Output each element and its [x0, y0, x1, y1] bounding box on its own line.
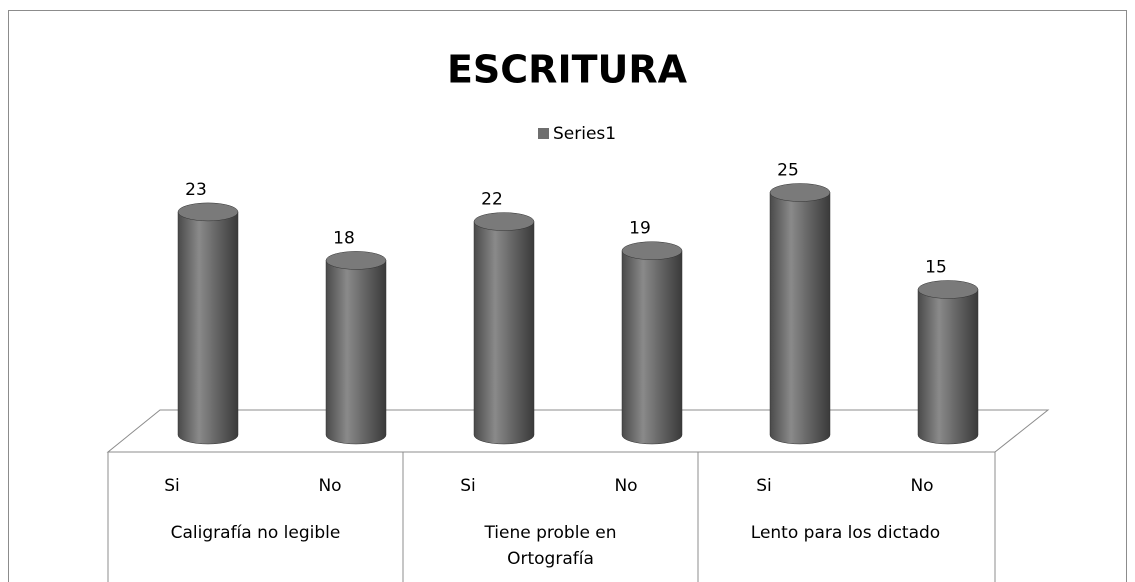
floor	[106, 409, 1050, 453]
legend-swatch	[538, 128, 549, 139]
bar	[769, 192, 831, 445]
bar-top	[621, 241, 683, 260]
x-tick-label: Si	[460, 476, 476, 496]
group-label: Tiene proble en Ortografía	[484, 523, 617, 569]
bar-top	[325, 251, 387, 270]
data-label: 22	[481, 190, 503, 210]
bar-top	[473, 212, 535, 231]
bar	[325, 260, 387, 445]
category-table	[107, 451, 996, 582]
x-tick-label: No	[318, 476, 341, 496]
x-tick-label: Si	[164, 476, 180, 496]
x-tick-label: Si	[756, 476, 772, 496]
group-label-box: Caligrafía no legible	[170, 523, 341, 543]
bar	[621, 250, 683, 445]
data-label: 25	[777, 161, 799, 181]
bar-top	[177, 202, 239, 222]
bar-top	[917, 280, 979, 299]
bar-top	[769, 183, 831, 202]
group-label-box: Tiene proble en Ortografía	[484, 523, 617, 569]
x-tick-label: No	[910, 476, 933, 496]
data-label: 18	[333, 228, 355, 248]
bar	[917, 289, 979, 445]
data-label: 23	[185, 180, 207, 200]
x-tick-label: No	[614, 476, 637, 496]
bar	[473, 221, 535, 445]
legend-label: Series1	[553, 124, 616, 144]
data-label: 19	[629, 219, 651, 239]
group-label-box: Lento para los dictado	[750, 523, 941, 543]
chart-title: ESCRITURA	[447, 48, 688, 92]
bar	[177, 211, 239, 445]
group-label: Caligrafía no legible	[170, 523, 341, 543]
data-label: 15	[925, 258, 947, 278]
group-label: Lento para los dictado	[750, 523, 941, 543]
